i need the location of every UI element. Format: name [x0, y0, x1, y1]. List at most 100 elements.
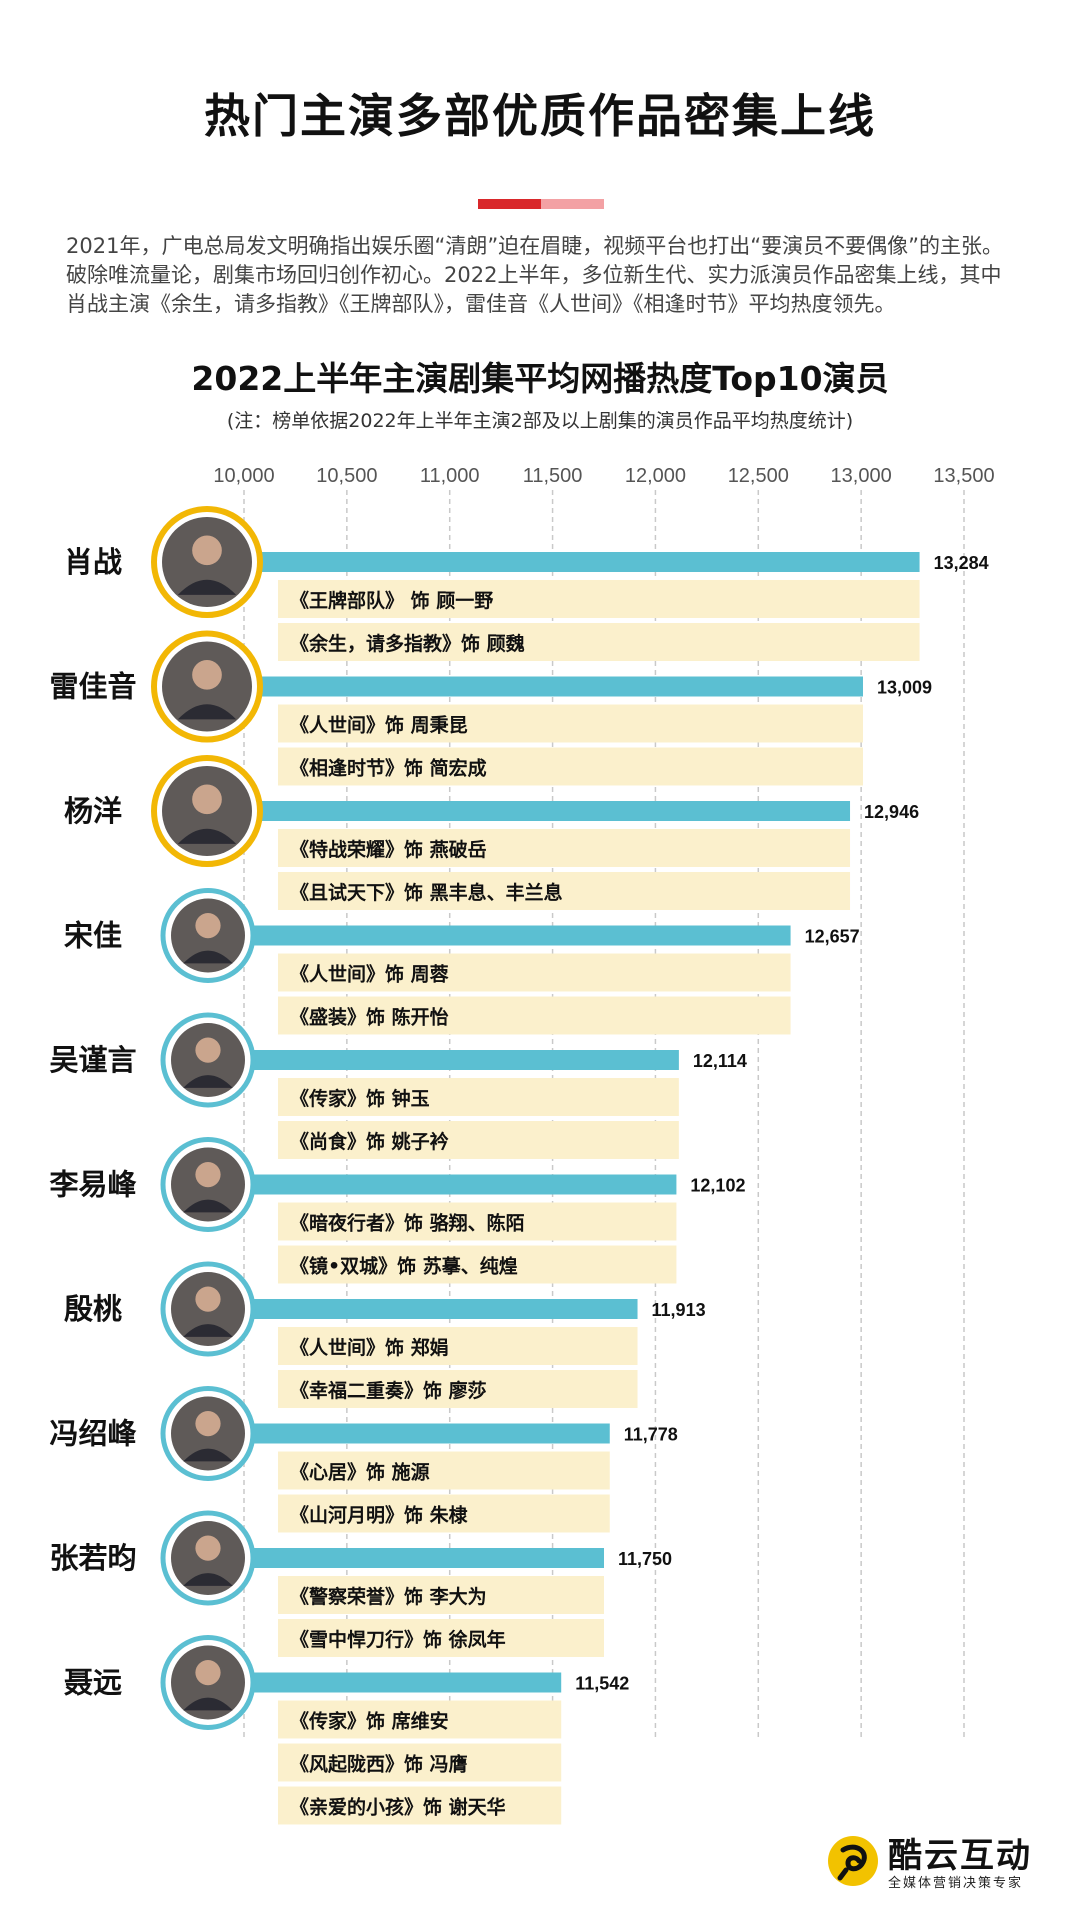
avatar-face	[192, 535, 222, 566]
work-label: 《雪中悍刀行》饰 徐凤年	[290, 1628, 506, 1651]
work-row	[278, 1786, 562, 1825]
heat-bar	[250, 552, 920, 572]
actor-name: 冯绍峰	[49, 1417, 136, 1451]
value-label: 11,750	[618, 1549, 672, 1569]
work-label: 《且试天下》饰 黑丰息、丰兰息	[290, 881, 563, 904]
avatar-body	[183, 1199, 233, 1213]
work-row	[278, 872, 851, 910]
work-row	[278, 829, 851, 867]
heat-bar	[250, 925, 791, 946]
heat-bar	[250, 1672, 562, 1693]
logo-name: 酷云互动	[888, 1836, 1032, 1876]
avatar-body	[183, 950, 233, 964]
actor-name: 李易峰	[49, 1168, 136, 1202]
work-row	[278, 623, 920, 661]
work-row	[278, 1494, 610, 1533]
avatar-body	[183, 1324, 233, 1337]
work-label: 《风起陇西》饰 冯膺	[290, 1753, 468, 1776]
value-label: 11,778	[624, 1425, 678, 1445]
work-label: 《王牌部队》 饰 顾一野	[290, 589, 493, 612]
work-row	[278, 1245, 677, 1284]
avatar-face	[195, 1286, 221, 1312]
x-tick-label: 12,500	[728, 465, 789, 487]
x-tick-label: 13,500	[933, 465, 994, 487]
work-row	[278, 1743, 562, 1782]
avatar-body	[183, 1697, 233, 1711]
title-accent-bar-red	[478, 199, 541, 209]
work-label: 《特战荣耀》饰 燕破岳	[290, 838, 487, 861]
work-row	[278, 1619, 604, 1657]
work-row	[278, 1451, 610, 1490]
avatar-body	[177, 704, 237, 720]
avatar-face	[195, 913, 221, 939]
chart-note: (注：榜单依据2022年上半年主演2部及以上剧集的演员作品平均热度统计)	[226, 410, 854, 432]
x-tick-label: 13,000	[831, 465, 892, 487]
work-label: 《心居》饰 施源	[290, 1461, 430, 1484]
avatar-face	[195, 1162, 221, 1188]
value-label: 12,946	[864, 802, 919, 822]
work-label: 《余生，请多指教》饰 顾魏	[290, 632, 525, 655]
work-row	[278, 1700, 562, 1739]
avatar-body	[177, 828, 237, 844]
avatar-body	[183, 1075, 233, 1088]
value-label: 11,542	[575, 1674, 629, 1694]
work-label: 《人世间》饰 周秉昆	[290, 714, 468, 737]
actor-name: 殷桃	[64, 1292, 122, 1326]
actor-name: 杨洋	[64, 794, 122, 828]
work-row	[278, 580, 920, 618]
heat-bar	[250, 1299, 638, 1319]
actor-name: 聂远	[64, 1666, 122, 1700]
work-label: 《人世间》饰 郑娟	[290, 1336, 449, 1359]
value-label: 11,913	[652, 1300, 706, 1320]
work-label: 《暗夜行者》饰 骆翔、陈陌	[290, 1212, 525, 1235]
avatar-face	[195, 1535, 221, 1561]
work-label: 《警察荣誉》饰 李大为	[290, 1585, 487, 1608]
work-row	[278, 1576, 604, 1614]
page-title: 热门主演多部优质作品密集上线	[204, 89, 876, 143]
avatar-body	[177, 579, 237, 595]
work-label: 《尚食》饰 姚子衿	[290, 1130, 449, 1153]
work-row	[278, 1370, 638, 1408]
avatar-face	[195, 1660, 221, 1686]
chart-title: 2022上半年主演剧集平均网播热度Top10演员	[191, 359, 889, 398]
heat-bar	[250, 1423, 610, 1444]
x-tick-label: 11,000	[420, 465, 480, 487]
actor-name: 肖战	[64, 545, 122, 579]
heat-bar	[250, 1548, 604, 1568]
actor-name: 宋佳	[64, 919, 122, 953]
title-accent-bar-pink	[541, 199, 604, 209]
heat-bar	[250, 676, 863, 697]
actor-name: 张若昀	[49, 1541, 136, 1575]
work-row	[278, 704, 863, 743]
avatar-face	[195, 1037, 221, 1063]
avatar-face	[192, 784, 222, 815]
work-row	[278, 747, 863, 786]
work-row	[278, 1121, 679, 1159]
heat-bar	[250, 1050, 679, 1070]
work-label: 《山河月明》饰 朱棣	[290, 1504, 469, 1527]
avatar-face	[195, 1411, 221, 1437]
x-tick-label: 12,000	[625, 465, 686, 487]
heat-bar	[250, 1174, 677, 1195]
intro-paragraph: 2021年，广电总局发文明确指出娱乐圈“清朗”迫在眉睫，视频平台也打出“要演员不…	[66, 234, 1003, 316]
value-label: 13,284	[934, 553, 989, 573]
avatar-body	[183, 1573, 233, 1586]
value-label: 12,114	[693, 1051, 747, 1071]
work-row	[278, 1327, 638, 1365]
work-row	[278, 996, 791, 1035]
work-label: 《相逢时节》饰 简宏成	[290, 757, 487, 780]
work-row	[278, 1202, 677, 1241]
work-label: 《幸福二重奏》饰 廖莎	[290, 1379, 487, 1402]
value-label: 12,102	[690, 1176, 745, 1196]
logo-slogan: 全媒体营销决策专家	[888, 1876, 1024, 1891]
actor-name: 吴谨言	[49, 1043, 136, 1077]
work-row	[278, 1078, 679, 1116]
work-label: 《亲爱的小孩》饰 谢天华	[290, 1796, 506, 1819]
work-label: 《传家》饰 钟玉	[290, 1087, 430, 1110]
x-tick-label: 10,500	[316, 465, 377, 487]
value-label: 12,657	[805, 927, 860, 947]
work-label: 《人世间》饰 周蓉	[290, 963, 449, 986]
kuyun-logo: 酷云互动 全媒体营销决策专家	[826, 1828, 1056, 1894]
avatar-face	[192, 660, 222, 690]
